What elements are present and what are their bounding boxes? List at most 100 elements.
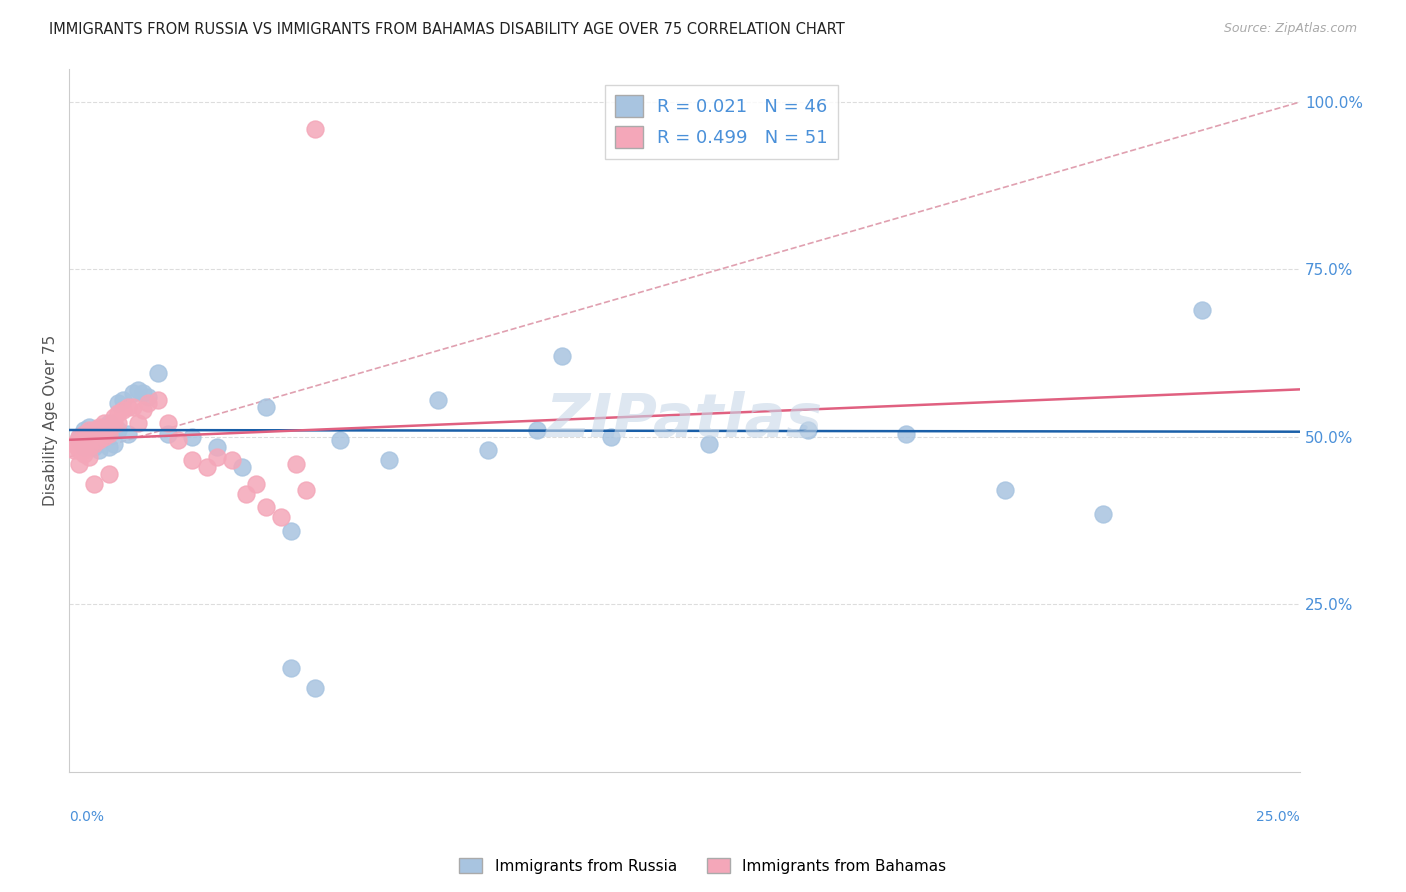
- Point: [83, 423, 105, 437]
- Point: [146, 366, 169, 380]
- Point: [697, 436, 720, 450]
- Point: [294, 483, 316, 498]
- Point: [77, 423, 100, 437]
- Point: [221, 453, 243, 467]
- Point: [254, 500, 277, 515]
- Point: [103, 417, 125, 431]
- Point: [231, 460, 253, 475]
- Point: [477, 443, 499, 458]
- Point: [107, 417, 129, 431]
- Point: [77, 434, 100, 448]
- Point: [796, 423, 818, 437]
- Point: [77, 419, 100, 434]
- Point: [93, 430, 115, 444]
- Point: [93, 423, 115, 437]
- Point: [132, 386, 155, 401]
- Text: 0.0%: 0.0%: [69, 810, 104, 824]
- Point: [67, 443, 90, 458]
- Point: [93, 417, 115, 431]
- Point: [427, 392, 450, 407]
- Point: [994, 483, 1017, 498]
- Point: [77, 450, 100, 464]
- Point: [156, 417, 179, 431]
- Point: [205, 450, 228, 464]
- Point: [83, 426, 105, 441]
- Point: [117, 400, 139, 414]
- Point: [1191, 302, 1213, 317]
- Point: [107, 406, 129, 420]
- Point: [112, 403, 135, 417]
- Point: [67, 457, 90, 471]
- Point: [526, 423, 548, 437]
- Point: [103, 423, 125, 437]
- Point: [117, 426, 139, 441]
- Legend: Immigrants from Russia, Immigrants from Bahamas: Immigrants from Russia, Immigrants from …: [453, 852, 953, 880]
- Point: [127, 417, 149, 431]
- Point: [87, 443, 110, 458]
- Point: [304, 121, 326, 136]
- Point: [254, 400, 277, 414]
- Point: [136, 390, 159, 404]
- Point: [894, 426, 917, 441]
- Point: [97, 440, 120, 454]
- Point: [122, 400, 145, 414]
- Point: [181, 453, 204, 467]
- Y-axis label: Disability Age Over 75: Disability Age Over 75: [44, 334, 58, 506]
- Point: [73, 426, 96, 441]
- Point: [181, 430, 204, 444]
- Point: [156, 426, 179, 441]
- Point: [284, 457, 307, 471]
- Point: [550, 350, 572, 364]
- Point: [63, 436, 86, 450]
- Text: IMMIGRANTS FROM RUSSIA VS IMMIGRANTS FROM BAHAMAS DISABILITY AGE OVER 75 CORRELA: IMMIGRANTS FROM RUSSIA VS IMMIGRANTS FRO…: [49, 22, 845, 37]
- Point: [1092, 507, 1115, 521]
- Point: [67, 434, 90, 448]
- Point: [73, 423, 96, 437]
- Point: [83, 440, 105, 454]
- Point: [87, 423, 110, 437]
- Point: [67, 430, 90, 444]
- Point: [136, 396, 159, 410]
- Point: [107, 396, 129, 410]
- Point: [235, 487, 257, 501]
- Point: [132, 403, 155, 417]
- Text: Source: ZipAtlas.com: Source: ZipAtlas.com: [1223, 22, 1357, 36]
- Point: [77, 440, 100, 454]
- Point: [87, 419, 110, 434]
- Point: [83, 426, 105, 441]
- Point: [83, 436, 105, 450]
- Point: [83, 430, 105, 444]
- Point: [93, 430, 115, 444]
- Text: 25.0%: 25.0%: [1257, 810, 1301, 824]
- Point: [103, 436, 125, 450]
- Point: [73, 443, 96, 458]
- Point: [195, 460, 218, 475]
- Point: [97, 467, 120, 481]
- Point: [245, 476, 267, 491]
- Point: [304, 681, 326, 695]
- Point: [83, 476, 105, 491]
- Point: [93, 419, 115, 434]
- Point: [166, 434, 188, 448]
- Point: [103, 409, 125, 424]
- Point: [127, 383, 149, 397]
- Point: [599, 430, 621, 444]
- Legend: R = 0.021   N = 46, R = 0.499   N = 51: R = 0.021 N = 46, R = 0.499 N = 51: [605, 85, 838, 160]
- Point: [112, 392, 135, 407]
- Point: [97, 426, 120, 441]
- Point: [73, 440, 96, 454]
- Point: [280, 661, 302, 675]
- Point: [73, 426, 96, 441]
- Point: [280, 524, 302, 538]
- Point: [329, 434, 352, 448]
- Point: [87, 434, 110, 448]
- Point: [97, 417, 120, 431]
- Point: [63, 443, 86, 458]
- Point: [107, 423, 129, 437]
- Text: ZIPatlas: ZIPatlas: [546, 391, 823, 450]
- Point: [73, 447, 96, 461]
- Point: [146, 392, 169, 407]
- Point: [122, 386, 145, 401]
- Point: [378, 453, 401, 467]
- Point: [205, 440, 228, 454]
